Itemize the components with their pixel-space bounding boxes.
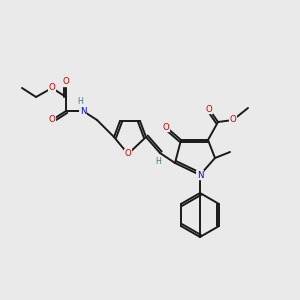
Text: N: N <box>80 106 86 116</box>
Text: O: O <box>49 83 56 92</box>
Text: O: O <box>63 77 69 86</box>
Text: O: O <box>124 149 131 158</box>
Text: O: O <box>230 116 236 124</box>
Text: H: H <box>155 158 161 166</box>
Text: O: O <box>206 104 212 113</box>
Text: O: O <box>163 122 170 131</box>
Text: H: H <box>77 98 83 106</box>
Text: N: N <box>197 170 203 179</box>
Text: O: O <box>49 116 56 124</box>
